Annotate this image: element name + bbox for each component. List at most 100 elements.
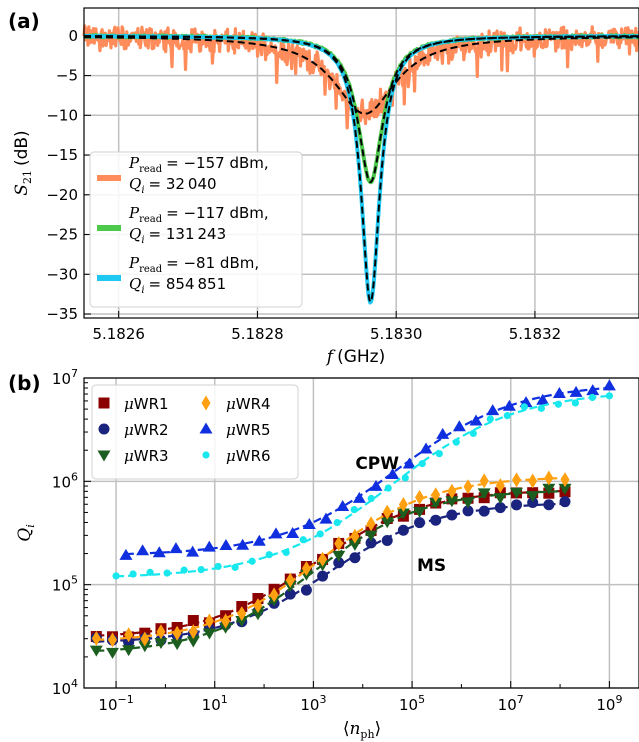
- panel-b-label: (b): [8, 371, 41, 395]
- panel-b-data-point: [187, 615, 199, 627]
- panel-b-data-point: [527, 497, 539, 509]
- panel-b-data-point: [122, 645, 136, 657]
- panel-a-fit-line: [84, 35, 639, 304]
- panel-b-xtick-label: 109: [596, 693, 622, 714]
- panel-b-data-point: [436, 427, 450, 439]
- panel-a-ticks: 5.1826 5.1828 5.1830 5.1832 0 −5 −10 −15 −20 −25 −…: [46, 27, 561, 343]
- panel-b-ylabel-sub: i: [24, 524, 37, 528]
- panel-b-data-point: [544, 470, 554, 486]
- panel-b-data-point: [186, 545, 200, 557]
- panel-b-data-point: [123, 636, 135, 648]
- panel-b-xlabel: ⟨nph⟩: [343, 719, 381, 741]
- panel-b-legend: μWR1 μWR2 μWR3 μWR4 μWR5 μWR6: [91, 384, 299, 480]
- panel-b-data-point: [269, 527, 283, 539]
- panel-a-label: (a): [8, 9, 40, 33]
- panel-b-legend-label: μWR6: [226, 447, 271, 465]
- panel-b-data-point: [381, 534, 393, 546]
- panel-b-data-point: [237, 606, 247, 622]
- panel-b-data-point: [89, 645, 103, 657]
- panel-a-fit-line: [84, 36, 639, 115]
- panel-b-data-point: [503, 412, 511, 420]
- panel-b-xlabel-sub: ph: [360, 728, 374, 741]
- panel-b-data-point: [350, 528, 360, 544]
- panel-b-data-point: [219, 539, 233, 551]
- panel-b-data-point: [197, 565, 205, 574]
- panel-b-data-point: [380, 517, 394, 529]
- panel-b-data-point: [542, 483, 556, 495]
- panel-b-legend-label: μWR4: [226, 395, 271, 413]
- panel-b-data-point: [251, 609, 265, 621]
- panel-b-data-point: [156, 624, 166, 640]
- panel-b-data-point: [248, 557, 256, 565]
- panel-b-data-point: [364, 530, 378, 542]
- panel-a-legend-power: Pread = −81 dBm,: [128, 254, 259, 275]
- panel-b-data-point: [384, 484, 392, 492]
- panel-a-legend-swatch: [97, 175, 121, 181]
- panel-b-data-point: [105, 647, 119, 659]
- panel-b-data-point: [221, 613, 231, 629]
- panel-b-data-point: [235, 616, 249, 628]
- panel-b-legend-marker: [98, 397, 110, 409]
- panel-b-data-point: [431, 487, 441, 503]
- panel-b-data-point: [138, 641, 152, 653]
- panel-b-data-point: [536, 393, 550, 405]
- panel-b-data-point: [502, 399, 516, 411]
- panel-b-data-point: [318, 551, 328, 567]
- panel-b-ylabel-symbol: Q: [15, 528, 35, 542]
- panel-b-data-point: [559, 496, 571, 508]
- panel-b-data-point: [349, 552, 361, 564]
- panel-b-data-point: [511, 499, 523, 511]
- panel-a-frame: [83, 7, 639, 319]
- panel-b-xtick-label: 105: [399, 693, 425, 714]
- panel-b-data-point: [560, 472, 570, 488]
- panel-b-data-point: [446, 509, 458, 521]
- panel-b-data-point: [252, 534, 266, 546]
- panel-b-data-point: [418, 460, 426, 468]
- panel-b-data-point: [396, 508, 410, 520]
- panel-a-legend-power: Pread = −117 dBm,: [128, 204, 269, 225]
- panel-a-legend: Pread = −157 dBm,Qi = 32 040 Pread = −117 dB…: [89, 151, 303, 308]
- panel-b-data-point: [569, 385, 583, 397]
- panel-b-data-point: [586, 384, 600, 396]
- panel-b-legend-marker: [201, 395, 211, 411]
- panel-b-legend-label: μWR3: [124, 447, 169, 465]
- panel-b-data-point: [336, 500, 350, 512]
- panel-b-data-point: [386, 468, 400, 480]
- panel-b-data-point: [265, 551, 273, 559]
- panel-b-data-point: [299, 536, 307, 544]
- panel-a-ylabel-symbol: S: [12, 184, 32, 196]
- panel-b-data-point: [554, 400, 562, 408]
- panel-b-data-point: [332, 550, 346, 562]
- panel-a-xtick-label: 5.1832: [509, 325, 562, 343]
- panel-b-data-point: [365, 537, 377, 549]
- panel-b-data-point: [316, 530, 324, 538]
- panel-b-ytick-label: 105: [52, 574, 78, 595]
- panel-b-data-point: [402, 457, 416, 469]
- panel-b-data-point: [435, 450, 443, 458]
- panel-b-data-point: [107, 632, 117, 648]
- panel-b-data-point: [479, 473, 489, 489]
- panel-b-data-point: [419, 442, 433, 454]
- panel-a-xtick-label: 5.1830: [370, 325, 423, 343]
- panel-b-data-point: [286, 526, 300, 538]
- panel-b-data-point: [494, 502, 506, 514]
- panel-b-data-point: [231, 563, 239, 571]
- panel-b-xlabel-symbol: n: [349, 719, 360, 739]
- panel-b-data-point: [493, 493, 507, 505]
- panel-b-ticks: 10−1 101 103 105 107 109 104 105 106 107: [52, 367, 623, 714]
- panel-a-ytick-label: −30: [46, 265, 78, 283]
- panel-a-legend-q: Qi = 32 040: [129, 175, 217, 196]
- panel-b-data-point: [333, 557, 345, 569]
- panel-b-data-point: [348, 539, 362, 551]
- panel-b-data-point: [317, 570, 329, 582]
- panel-b-data-point: [602, 379, 616, 391]
- panel-b-data-point: [350, 506, 358, 514]
- panel-b-data-point: [269, 587, 279, 603]
- panel-b-data-point: [510, 487, 524, 499]
- panel-b-data-point: [285, 572, 295, 588]
- panel-b-data-point: [136, 544, 150, 556]
- panel-b: (b) 10−1 101 103 105 107 109 104 105 106 107 μWR1…: [8, 367, 639, 741]
- panel-b-data-point: [430, 514, 442, 526]
- panel-b-data-point: [588, 393, 596, 402]
- panel-b-data-point: [334, 536, 344, 552]
